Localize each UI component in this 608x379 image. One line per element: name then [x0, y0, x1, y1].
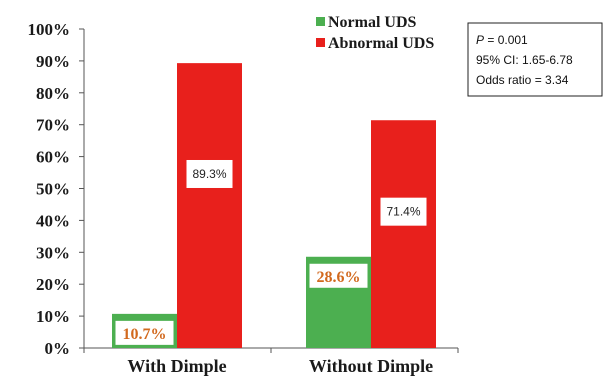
data-label: 71.4%: [386, 205, 420, 219]
axes: 0% 10% 20% 30% 40% 50% 60% 70% 80% 90% 100% With Di…: [28, 20, 459, 376]
legend: Normal UDS Abnormal UDS: [316, 14, 434, 52]
stats-box: P = 0.001 95% CI: 1.65-6.78 Odds ratio =…: [467, 22, 603, 97]
odds-ratio-text: Odds ratio = 3.34: [476, 73, 569, 87]
bars: 10.7% 89.3% 28.6% 71.4%: [112, 63, 436, 349]
y-tick-label: 70%: [36, 116, 70, 135]
p-value-number: = 0.001: [484, 33, 528, 47]
data-label-box: [380, 197, 427, 226]
y-tick-label: 30%: [36, 243, 70, 262]
y-tick-label: 60%: [36, 148, 70, 167]
y-tick-label: 10%: [36, 307, 70, 326]
y-tick-label: 50%: [36, 180, 70, 199]
data-label: 89.3%: [192, 167, 226, 181]
y-tick-label: 100%: [28, 20, 71, 39]
data-label-box: [115, 320, 174, 345]
stats-box-border: [467, 22, 603, 97]
x-category-label: Without Dimple: [309, 356, 433, 376]
y-tick-label: 0%: [45, 339, 71, 358]
p-value-text: P = 0.001: [476, 33, 528, 47]
data-label-box: [186, 159, 233, 188]
bar-abnormal: [177, 63, 242, 349]
legend-swatch-normal: [316, 17, 325, 26]
bar-abnormal: [371, 120, 436, 348]
legend-label-normal: Normal UDS: [328, 14, 417, 31]
x-category-label: With Dimple: [127, 356, 226, 376]
ci-text: 95% CI: 1.65-6.78: [476, 53, 573, 67]
legend-label-abnormal: Abnormal UDS: [328, 35, 434, 52]
legend-swatch-abnormal: [316, 38, 325, 47]
data-label: 10.7%: [123, 326, 167, 343]
data-label: 28.6%: [317, 269, 361, 286]
y-tick-label: 90%: [36, 52, 70, 71]
y-tick-label: 20%: [36, 275, 70, 294]
y-tick-label: 80%: [36, 84, 70, 103]
p-value-symbol: P: [476, 33, 484, 47]
y-tick-label: 40%: [36, 211, 70, 230]
data-label-box: [309, 263, 368, 288]
